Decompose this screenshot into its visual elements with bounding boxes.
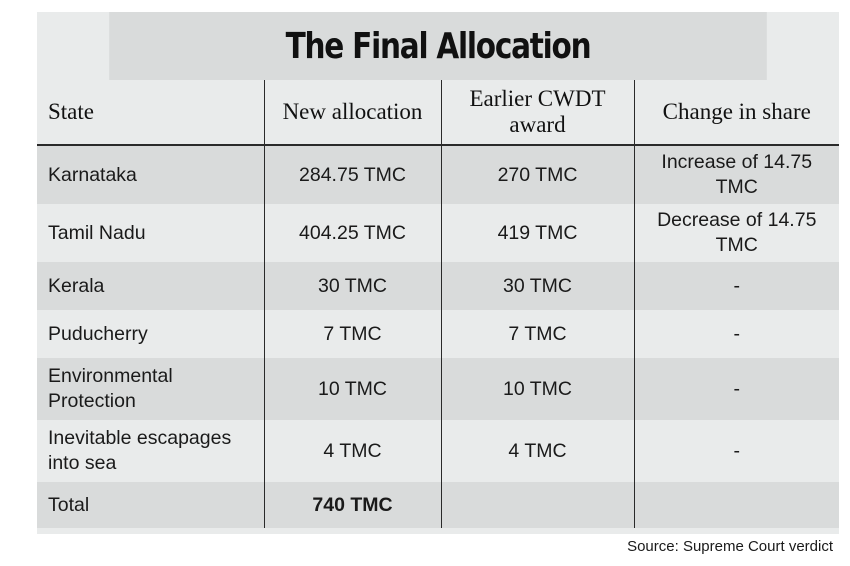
change-cell: - [633,358,839,420]
earlier-award-cell: 7 TMC [440,310,634,358]
earlier-award-cell: 419 TMC [440,204,634,262]
earlier-award-cell: 270 TMC [440,145,634,204]
new-allocation-cell: 284.75 TMC [263,145,441,204]
state-cell: Tamil Nadu [48,221,146,244]
new-allocation-cell: 10 TMC [263,358,441,420]
change-cell: - [633,262,839,310]
change-cell: Increase of 14.75 TMC [633,145,839,204]
state-cell: Kerala [48,274,105,297]
earlier-award-cell: 10 TMC [440,358,634,420]
earlier-award-cell: 4 TMC [440,420,634,482]
change-cell: - [633,420,839,482]
allocation-table: State New allocation Earlier CWDT award … [37,80,839,528]
new-allocation-cell: 30 TMC [263,262,441,310]
header-state: State [37,80,264,146]
table-row: Environmental Protection 10 TMC 10 TMC - [37,358,839,420]
change-cell: Decrease of 14.75 TMC [633,204,839,262]
table-row: Puducherry 7 TMC 7 TMC - [37,310,839,358]
total-row: Total 740 TMC [37,482,839,528]
header-earlier-award: Earlier CWDT award [440,80,634,146]
total-change [633,482,839,528]
total-new-allocation: 740 TMC [263,482,441,528]
new-allocation-cell: 7 TMC [263,310,441,358]
header-new-allocation: New allocation [263,80,441,146]
change-cell: - [633,310,839,358]
state-cell: Environmental Protection [48,365,173,412]
total-earlier-award [440,482,634,528]
source-note: Source: Supreme Court verdict [627,538,833,555]
header-change-in-share: Change in share [633,80,839,146]
state-cell: Inevitable escapages into sea [48,427,232,474]
total-label: Total [48,493,90,516]
new-allocation-cell: 404.25 TMC [263,204,441,262]
earlier-award-cell: 30 TMC [440,262,634,310]
table-row: Karnataka 284.75 TMC 270 TMC Increase of… [37,145,839,204]
state-cell: Puducherry [48,322,148,345]
allocation-card: The Final Allocation State New allocatio… [37,12,839,534]
table-row: Tamil Nadu 404.25 TMC 419 TMC Decrease o… [37,204,839,262]
table-title: The Final Allocation [109,12,767,80]
header-row: State New allocation Earlier CWDT award … [37,80,839,146]
table-row: Kerala 30 TMC 30 TMC - [37,262,839,310]
state-cell: Karnataka [48,163,137,186]
table-row: Inevitable escapages into sea 4 TMC 4 TM… [37,420,839,482]
new-allocation-cell: 4 TMC [263,420,441,482]
